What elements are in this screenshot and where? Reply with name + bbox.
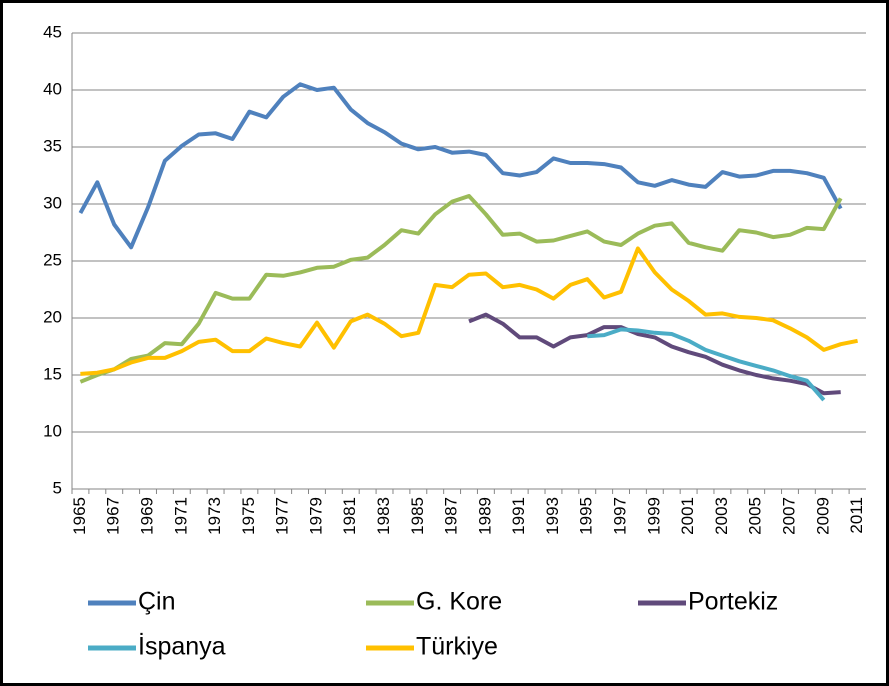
x-tick-label: 2003 <box>712 497 731 535</box>
x-tick-label: 1977 <box>273 497 292 535</box>
y-tick-label: 5 <box>53 478 62 497</box>
x-tick-label: 1995 <box>577 497 596 535</box>
x-tick-label: 1983 <box>374 497 393 535</box>
legend-label: Türkiye <box>416 633 498 661</box>
series-line <box>80 246 858 376</box>
x-tick-label: 1999 <box>644 497 663 535</box>
x-tick-label: 2009 <box>813 497 832 535</box>
x-tick-label: 2005 <box>746 497 765 535</box>
x-tick-label: 1979 <box>306 497 325 535</box>
x-tick-label: 1991 <box>509 497 528 535</box>
x-tick-label: 1985 <box>408 497 427 535</box>
x-tick-label: 1973 <box>205 497 224 535</box>
x-tick-label: 1971 <box>171 497 190 535</box>
x-tick-label: 1997 <box>611 497 630 535</box>
x-tick-label: 1967 <box>104 497 123 535</box>
legend-label: Portekiz <box>688 588 778 616</box>
x-tick-label: 2011 <box>847 497 866 534</box>
x-tick-label: 1993 <box>543 497 562 535</box>
y-tick-label: 35 <box>43 136 62 155</box>
series-line <box>587 327 826 402</box>
y-tick-label: 45 <box>43 22 62 41</box>
y-tick-label: 15 <box>43 364 62 383</box>
legend-label: İspanya <box>138 632 226 661</box>
y-tick-label: 20 <box>43 307 62 326</box>
legend-label: Çin <box>138 588 176 616</box>
x-tick-label: 2007 <box>779 497 798 535</box>
y-tick-label: 30 <box>43 193 62 212</box>
x-tick-label: 1975 <box>239 497 258 535</box>
x-tick-label: 1981 <box>340 497 359 535</box>
series-line <box>468 312 841 396</box>
series-line <box>79 194 843 384</box>
x-tick-label: 1969 <box>138 497 157 535</box>
legend-label: G. Kore <box>416 588 502 616</box>
x-tick-label: 1989 <box>475 497 494 535</box>
y-tick-label: 25 <box>43 250 62 269</box>
y-tick-label: 10 <box>43 421 62 440</box>
x-tick-label: 1965 <box>70 497 89 535</box>
x-tick-label: 2001 <box>678 497 697 535</box>
x-tick-label: 1987 <box>442 497 461 535</box>
series-line <box>78 82 843 250</box>
y-tick-label: 40 <box>43 79 62 98</box>
